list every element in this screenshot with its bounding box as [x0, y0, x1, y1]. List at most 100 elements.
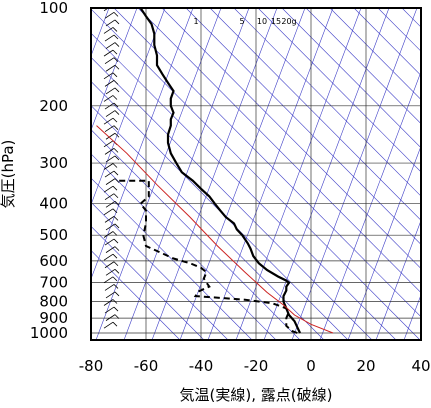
wind-barb: [112, 299, 118, 304]
wind-barb: [113, 12, 119, 17]
wind-barb: [104, 216, 115, 223]
blue-guide-line: [91, 177, 253, 340]
wind-barb: [112, 163, 118, 168]
wind-barb: [104, 238, 115, 246]
y-tick-label: 300: [39, 154, 68, 172]
x-tick-label: -40: [189, 357, 214, 375]
x-tick-label: 40: [411, 357, 430, 375]
background-lines: [91, 8, 421, 340]
mixing-ratio-label: 20g: [281, 17, 296, 26]
wind-barb: [113, 80, 119, 85]
blue-guide-line: [91, 201, 229, 340]
wind-barb: [105, 132, 116, 140]
blue-guide-line: [123, 8, 250, 340]
wind-barb: [105, 19, 116, 27]
y-tick-label: 400: [39, 195, 68, 213]
y-axis-label: 気圧(hPa): [0, 140, 17, 209]
wind-barb: [103, 321, 114, 329]
y-tick-label: 900: [39, 309, 68, 327]
wind-barb: [103, 95, 114, 102]
wind-barb: [112, 185, 118, 191]
wind-barb: [105, 268, 116, 276]
wind-barb: [104, 148, 115, 155]
wind-barb: [104, 306, 115, 314]
blue-guide-line: [91, 153, 277, 340]
blue-guide-line: [91, 56, 373, 340]
wind-barb: [105, 64, 116, 72]
wind-barb: [103, 163, 114, 170]
wind-barb: [103, 140, 114, 148]
blue-guide-line: [403, 293, 421, 340]
blue-guide-line: [233, 8, 421, 197]
wind-barb: [105, 87, 116, 95]
wind-barb: [104, 193, 115, 201]
wind-barb: [114, 200, 120, 206]
wind-barb: [113, 34, 119, 40]
wind-barb: [103, 185, 114, 193]
wind-barb: [104, 284, 115, 291]
wind-barb: [103, 27, 114, 34]
wind-barb: [113, 170, 119, 176]
y-tick-label: 500: [39, 226, 68, 244]
wind-barb: [114, 178, 120, 183]
blue-guide-line: [91, 8, 166, 206]
plot-frame: [90, 7, 422, 341]
wind-barb: [113, 148, 119, 153]
wind-barb: [114, 19, 120, 25]
y-tick-label: 1000: [30, 324, 68, 342]
wind-barb: [105, 246, 116, 253]
blue-guide-line: [263, 8, 390, 340]
blue-guide-line: [257, 8, 421, 173]
x-axis-label: 気温(実線), 露点(破線): [180, 386, 333, 404]
wind-barb: [105, 291, 116, 299]
wind-barb: [113, 57, 119, 62]
wind-barb: [112, 27, 118, 32]
wind-barb: [114, 155, 120, 161]
wind-barb: [103, 253, 114, 261]
wind-barb: [113, 125, 119, 130]
wind-barb: [113, 216, 119, 221]
wind-barb: [112, 49, 118, 55]
blue-guide-line: [91, 225, 205, 340]
wind-barb: [104, 12, 115, 19]
blue-guide-line: [113, 8, 421, 318]
wind-barb: [114, 64, 120, 70]
wind-barb: [103, 299, 114, 306]
wind-barb: [114, 110, 120, 115]
wind-barb: [104, 57, 115, 65]
blue-guide-line: [185, 8, 421, 245]
wind-barb: [114, 314, 120, 319]
wind-barb: [105, 42, 116, 49]
blue-guide-line: [209, 8, 421, 221]
blue-guide-line: [91, 129, 301, 340]
wind-barb: [114, 42, 120, 47]
wind-barb: [112, 72, 118, 78]
series-line-3: [96, 125, 334, 334]
wind-barb: [112, 253, 118, 259]
wind-barb: [113, 284, 119, 289]
wind-barb: [112, 95, 118, 100]
wind-barb: [104, 80, 115, 87]
blue-guide-line: [235, 8, 362, 340]
blue-guide-line: [291, 8, 418, 340]
wind-barb: [114, 132, 120, 138]
mixing-ratio-label: 10: [257, 17, 267, 26]
y-tick-label: 200: [39, 97, 68, 115]
wind-barb: [113, 102, 119, 108]
blue-guide-line: [281, 8, 421, 149]
blue-guide-line: [91, 8, 421, 340]
blue-guide-line: [151, 8, 278, 340]
mixing-ratio-labels: 1 5 10 15 20g: [193, 17, 296, 26]
blue-guide-line: [137, 8, 421, 294]
blue-guide-line: [91, 8, 194, 280]
wind-barb: [114, 223, 120, 229]
y-tick-label: 700: [39, 274, 68, 292]
mixing-ratio-label: 1: [193, 17, 198, 26]
x-tick-label: -80: [79, 357, 104, 375]
grid: [91, 8, 421, 340]
blue-guide-line: [91, 32, 397, 340]
tick-labels: -80 -60 -40 -20 0 20 40 100 200 300 400 500 600 70080…: [30, 0, 431, 375]
wind-barb: [114, 269, 120, 274]
wind-barb: [105, 223, 116, 231]
